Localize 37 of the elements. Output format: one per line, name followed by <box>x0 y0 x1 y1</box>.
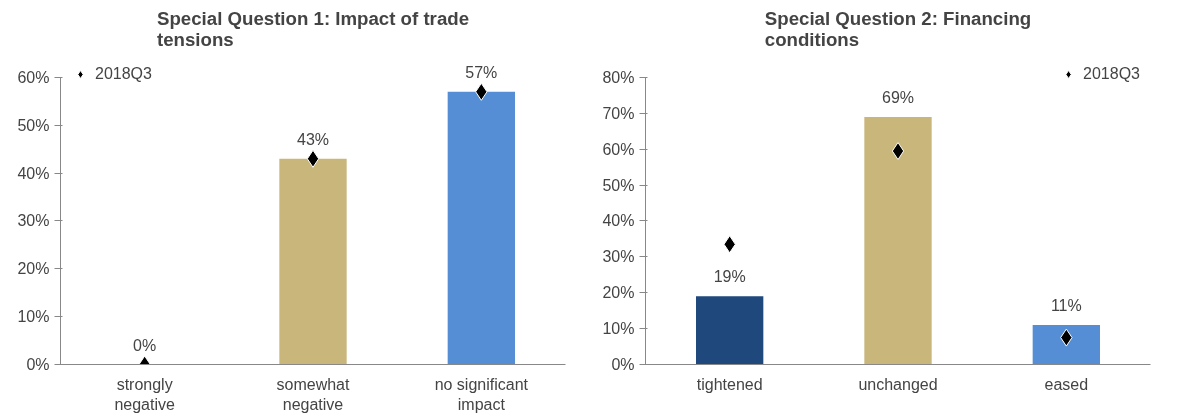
y-tick-label: 0% <box>611 356 635 373</box>
legend-label: 2018Q3 <box>95 65 152 83</box>
y-tick-label: 20% <box>17 260 50 278</box>
x-tick-label: strongly negative <box>114 375 176 413</box>
chart-title: Special Question 2: Financing conditions <box>764 7 1032 50</box>
y-tick-label: 10% <box>17 308 50 326</box>
x-tick-label: somewhat negative <box>276 375 351 413</box>
y-tick-label: 50% <box>17 116 50 134</box>
y-tick-label: 30% <box>602 248 635 266</box>
data-label: 11% <box>1050 297 1082 315</box>
x-tick-label: no significant impact <box>434 375 529 413</box>
y-tick-label: 0% <box>26 356 50 373</box>
bar <box>864 116 932 365</box>
y-tick-label: 50% <box>602 176 635 194</box>
data-label: 43% <box>296 130 330 148</box>
y-tick-label: 30% <box>17 212 50 230</box>
point <box>891 142 905 161</box>
bar <box>696 296 764 365</box>
x-tick-label: tightened <box>696 375 763 393</box>
y-tick-label: 60% <box>17 68 50 86</box>
data-label: 57% <box>465 63 498 81</box>
y-tick-label: 40% <box>17 164 50 182</box>
y-tick-label: 40% <box>602 212 635 230</box>
point <box>306 149 320 168</box>
y-tick-label: 20% <box>602 284 635 302</box>
y-tick-label: 70% <box>602 104 635 122</box>
data-label: 69% <box>881 88 915 106</box>
x-tick-label: eased <box>1044 375 1089 393</box>
data-label: 0% <box>133 336 157 354</box>
y-tick-label: 80% <box>602 68 635 86</box>
chart-title: Special Question 1: Impact of trade tensions <box>156 7 470 50</box>
y-tick-label: 10% <box>602 320 635 338</box>
bar <box>1032 325 1100 365</box>
data-label: 19% <box>713 268 746 286</box>
legend-label: 2018Q3 <box>1083 65 1140 83</box>
y-tick-label: 60% <box>602 140 635 158</box>
x-tick-label: unchanged <box>858 375 938 393</box>
